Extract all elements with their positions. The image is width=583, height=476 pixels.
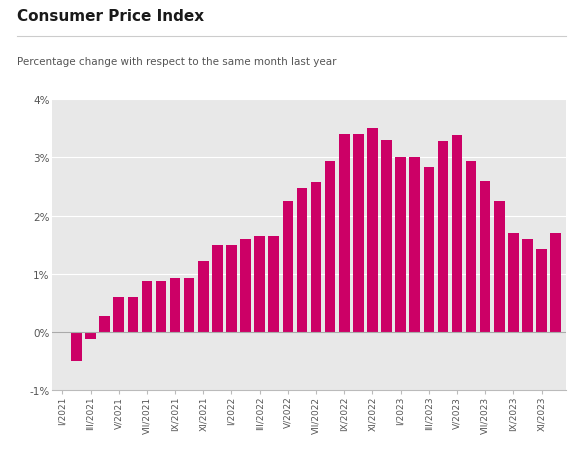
Bar [198,261,209,332]
Bar [268,237,279,332]
Bar [466,162,476,332]
Bar [353,135,364,332]
Bar [367,129,378,332]
Bar [71,332,82,361]
Bar [452,136,462,332]
Bar [522,239,533,332]
Bar [297,189,307,332]
Bar [381,140,392,332]
Bar [480,181,490,332]
Bar [170,279,180,332]
Bar [114,298,124,332]
Bar [311,183,321,332]
Bar [226,245,237,332]
Bar [156,281,166,332]
Bar [212,245,223,332]
Bar [99,317,110,332]
Bar [325,162,335,332]
Bar [423,168,434,332]
Bar [395,158,406,332]
Bar [85,332,96,339]
Bar [142,282,152,332]
Text: Consumer Price Index: Consumer Price Index [17,9,205,23]
Bar [536,250,547,332]
Bar [494,202,504,332]
Bar [508,234,519,332]
Bar [240,239,251,332]
Bar [57,332,68,333]
Bar [283,202,293,332]
Bar [184,279,195,332]
Bar [254,237,265,332]
Bar [339,135,350,332]
Bar [128,298,138,332]
Text: Percentage change with respect to the same month last year: Percentage change with respect to the sa… [17,57,337,67]
Bar [409,158,420,332]
Bar [438,142,448,332]
Bar [550,234,561,332]
